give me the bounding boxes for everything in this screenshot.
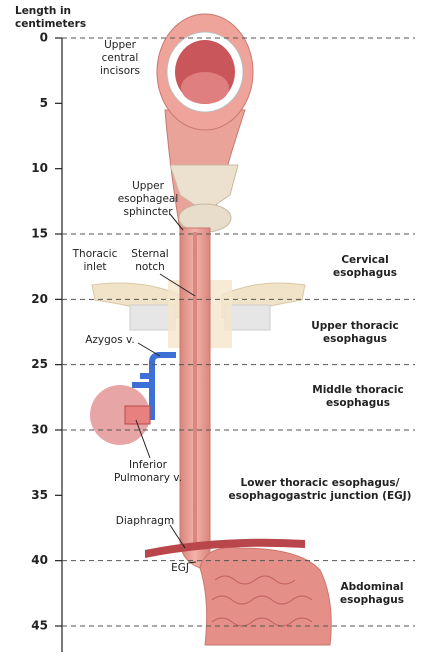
tick-label: 5 — [40, 96, 48, 110]
anatomy-label: inlet — [83, 261, 106, 273]
leader — [135, 419, 151, 459]
pulmonary-vein — [124, 405, 151, 425]
anatomy-label: EGJ — [171, 562, 189, 574]
anatomy-label: sphincter — [123, 206, 173, 218]
anatomy-label: Azygos v. — [85, 334, 135, 346]
azygos-vein — [132, 352, 176, 420]
rib-right — [224, 304, 271, 331]
region-label: Abdominal — [340, 581, 403, 593]
anatomy-label: Thoracic — [72, 248, 118, 260]
region-label: esophagus — [340, 594, 404, 606]
anatomy-label: Sternal — [131, 248, 168, 260]
tick-label: 25 — [31, 357, 48, 371]
diaphragm — [145, 538, 305, 558]
leaders — [135, 213, 197, 564]
tick-label: 35 — [31, 488, 48, 502]
region-label: Upper thoracic — [311, 320, 399, 332]
tick-label: 20 — [31, 292, 48, 306]
tick-label: 10 — [31, 161, 48, 175]
anatomy-label: Diaphragm — [116, 515, 174, 527]
region-label: esophagogastric junction (EGJ) — [229, 490, 412, 502]
anatomy-label: Pulmonary v. — [114, 472, 182, 484]
leader — [187, 561, 197, 564]
tick-label: 30 — [31, 423, 48, 437]
anatomy-label: notch — [135, 261, 165, 273]
rugae — [211, 575, 313, 627]
region-label: esophagus — [326, 397, 390, 409]
anatomy-label: central — [102, 52, 139, 64]
rib-left — [129, 304, 176, 331]
anatomy-label: Upper — [104, 39, 136, 51]
region-label: esophagus — [323, 333, 387, 345]
thyroid-cartilage — [169, 164, 239, 213]
tick-label: 45 — [31, 619, 48, 633]
region-label: Cervical — [341, 254, 388, 266]
tick-label: 40 — [31, 553, 48, 567]
anatomy-label: Inferior — [129, 459, 168, 471]
region-label: Middle thoracic — [312, 384, 403, 396]
tick-label: 0 — [40, 31, 48, 45]
tongue — [181, 72, 229, 104]
leader — [169, 524, 186, 549]
leader — [159, 273, 196, 297]
anatomy-label: esophageal — [118, 193, 179, 205]
axis-title: Length in — [15, 5, 71, 17]
tick-label: 15 — [31, 227, 48, 241]
anatomy-label: Upper — [132, 180, 164, 192]
axis-title: centimeters — [15, 18, 86, 30]
anatomy-label: incisors — [100, 65, 140, 77]
region-label: esophagus — [333, 267, 397, 279]
leader — [137, 342, 161, 357]
leader — [169, 213, 184, 231]
region-label: Lower thoracic esophagus/ — [241, 477, 400, 489]
